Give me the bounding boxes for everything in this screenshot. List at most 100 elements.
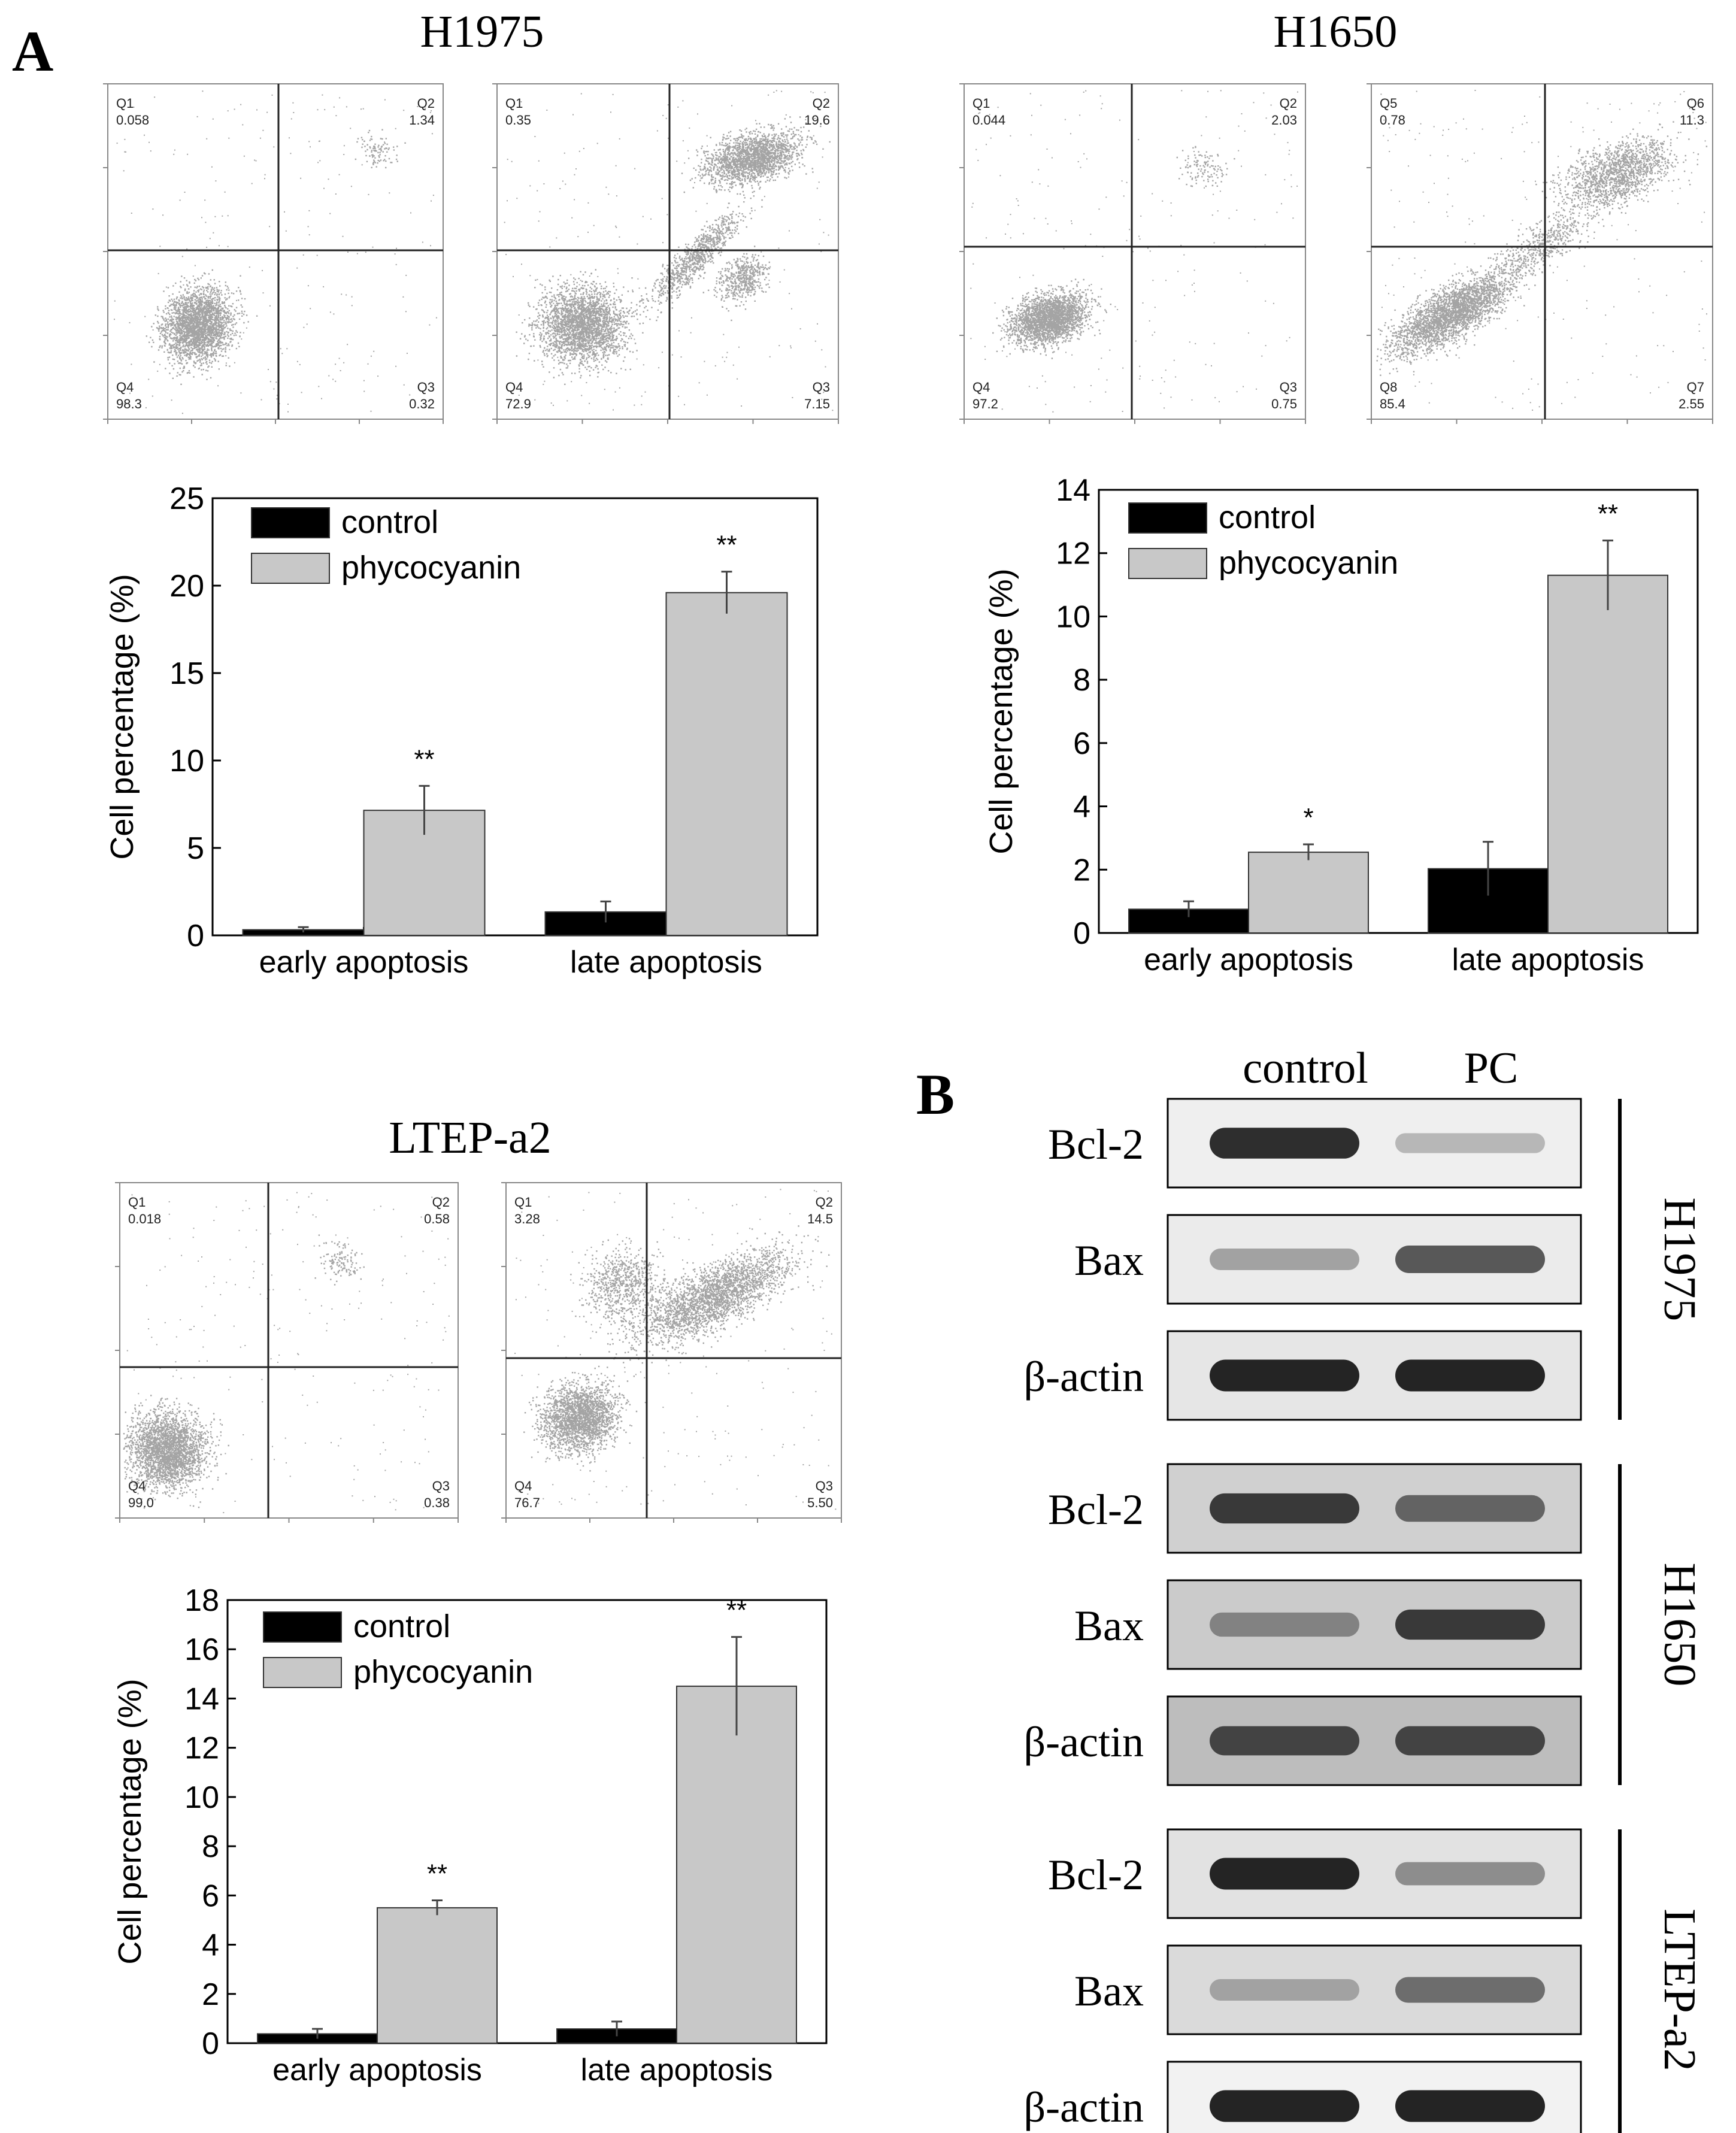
y-tick-label: 14 [1056, 473, 1090, 508]
legend-swatch [263, 1611, 342, 1643]
protein-label: Bax [1074, 1602, 1144, 1650]
protein-label: Bcl-2 [1048, 1486, 1144, 1534]
blot-row-actin: β-actin [1023, 2061, 1582, 2133]
cell-line-title: H1650 [1274, 7, 1398, 57]
y-tick-label: 0 [1073, 916, 1090, 951]
band-pc [1395, 2090, 1545, 2122]
y-tick-label: 12 [1056, 537, 1090, 571]
legend-swatch [251, 507, 330, 538]
quadrant-ur-value: 0.58 [424, 1211, 450, 1226]
blot-cell-line-label: H1650 [1655, 1563, 1705, 1687]
quadrant-ur-value: 2.03 [1271, 113, 1297, 128]
protein-label: β-actin [1023, 2083, 1144, 2131]
quadrant-ul-value: 0.35 [505, 113, 531, 128]
scatter-points [504, 90, 834, 411]
quadrant-lr-value: 0.32 [409, 396, 435, 411]
quadrant-ll-label: Q4 [128, 1478, 146, 1493]
quadrant-ur-value: 19.6 [804, 113, 830, 128]
legend-label: control [1219, 499, 1316, 535]
y-tick-label: 14 [184, 1681, 219, 1716]
band-control [1210, 1858, 1359, 1890]
lane-label-control: control [1243, 1044, 1368, 1093]
quadrant-ll-label: Q8 [1380, 380, 1397, 395]
quadrant-ur-label: Q2 [1280, 96, 1297, 111]
quadrant-lr-label: Q3 [432, 1478, 450, 1493]
x-tick-label: late apoptosis [570, 945, 762, 980]
x-tick-label: early apoptosis [259, 945, 469, 980]
quadrant-ll-value: 99.0 [128, 1495, 154, 1510]
y-tick-label: 10 [1056, 599, 1090, 634]
y-axis-label: Cell percentage (%) [983, 568, 1019, 854]
quadrant-ul-label: Q1 [128, 1195, 146, 1210]
legend-swatch [1128, 502, 1207, 534]
protein-label: Bax [1074, 1967, 1144, 2015]
legend-swatch [263, 1657, 342, 1688]
quadrant-ul-label: Q1 [514, 1195, 532, 1210]
western-blot: control PC Bcl-2 Bax β-actin H1975 Bcl-2 Bax β-a… [1023, 1044, 1705, 2133]
blot-row-bax: Bax [1074, 1944, 1582, 2035]
protein-label: Bcl-2 [1048, 1851, 1144, 1899]
quadrant-ur-label: Q2 [432, 1195, 450, 1210]
y-axis-label: Cell percentage (%) [112, 1678, 148, 1964]
x-tick-label: late apoptosis [581, 2053, 773, 2087]
quadrant-ur-label: Q2 [813, 96, 830, 111]
y-tick-label: 4 [1073, 790, 1090, 825]
quadrant-ll-value: 98.3 [116, 396, 142, 411]
y-tick-label: 18 [184, 1583, 219, 1618]
blot-row-bax: Bax [1074, 1214, 1582, 1305]
protein-label: Bcl-2 [1048, 1120, 1144, 1168]
band-pc [1395, 1359, 1545, 1392]
quadrant-ll-value: 85.4 [1380, 396, 1405, 411]
quadrant-lr-label: Q3 [816, 1478, 833, 1493]
x-tick-label: early apoptosis [272, 2053, 482, 2087]
band-pc [1395, 1862, 1545, 1886]
bar-phycocyanin [377, 1907, 498, 2044]
y-tick-label: 6 [1073, 726, 1090, 761]
plot-frame [964, 83, 1306, 420]
legend-label: phycocyanin [353, 1654, 533, 1690]
y-tick-label: 0 [202, 2026, 219, 2061]
x-tick-label: early apoptosis [1144, 943, 1353, 977]
band-pc [1395, 1609, 1545, 1640]
quadrant-ul-value: 0.78 [1380, 113, 1405, 128]
plot-frame [1371, 83, 1713, 420]
quadrant-ul-label: Q1 [972, 96, 990, 111]
blot-cell-line-label: LTEP-a2 [1655, 1908, 1705, 2071]
band-control [1210, 1128, 1359, 1159]
quadrant-ur-value: 1.34 [409, 113, 435, 128]
significance-mark: ** [1598, 499, 1618, 529]
quadrant-lr-value: 5.50 [807, 1495, 833, 1510]
blot-row-bcl2: Bcl-2 [1048, 1828, 1582, 1919]
band-control [1210, 1612, 1359, 1637]
quadrant-lr-value: 0.38 [424, 1495, 450, 1510]
plot-frame [505, 1182, 842, 1519]
quadrant-ul-value: 0.044 [972, 113, 1005, 128]
quadrant-lr-value: 7.15 [804, 396, 830, 411]
lane-label-pc: PC [1464, 1044, 1519, 1093]
scatter-points [1376, 90, 1708, 411]
protein-label: Bax [1074, 1237, 1144, 1284]
quadrant-ll-value: 72.9 [505, 396, 531, 411]
y-tick-label: 20 [169, 569, 204, 604]
band-control [1210, 1726, 1359, 1756]
quadrant-ul-label: Q5 [1380, 96, 1397, 111]
quadrant-ul-label: Q1 [116, 96, 134, 111]
band-pc [1395, 1495, 1545, 1522]
y-tick-label: 10 [169, 744, 204, 778]
quadrant-ul-value: 0.018 [128, 1211, 161, 1226]
panel-label-a: A [12, 19, 53, 83]
y-tick-label: 2 [202, 1977, 219, 2012]
plot-area [226, 1599, 828, 2044]
quadrant-ur-label: Q2 [816, 1195, 833, 1210]
blot-row-bcl2: Bcl-2 [1048, 1463, 1582, 1554]
band-control [1210, 1979, 1359, 2001]
scatter-points [514, 1189, 837, 1510]
bar-phycocyanin [676, 1685, 797, 2044]
y-tick-label: 8 [202, 1829, 219, 1864]
y-tick-label: 5 [187, 831, 204, 866]
